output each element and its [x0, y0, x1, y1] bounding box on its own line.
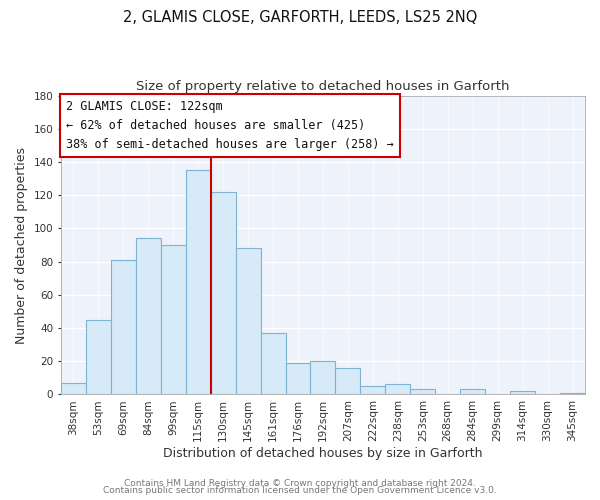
Bar	[86, 320, 111, 394]
Bar	[136, 238, 161, 394]
Bar	[111, 260, 136, 394]
Text: 2 GLAMIS CLOSE: 122sqm
← 62% of detached houses are smaller (425)
38% of semi-de: 2 GLAMIS CLOSE: 122sqm ← 62% of detached…	[66, 100, 394, 151]
Text: Contains HM Land Registry data © Crown copyright and database right 2024.: Contains HM Land Registry data © Crown c…	[124, 478, 476, 488]
Title: Size of property relative to detached houses in Garforth: Size of property relative to detached ho…	[136, 80, 510, 93]
Bar	[385, 384, 410, 394]
Bar	[186, 170, 211, 394]
X-axis label: Distribution of detached houses by size in Garforth: Distribution of detached houses by size …	[163, 447, 483, 460]
Text: 2, GLAMIS CLOSE, GARFORTH, LEEDS, LS25 2NQ: 2, GLAMIS CLOSE, GARFORTH, LEEDS, LS25 2…	[123, 10, 477, 25]
Bar	[361, 386, 385, 394]
Bar	[310, 361, 335, 394]
Bar	[211, 192, 236, 394]
Bar	[335, 368, 361, 394]
Bar	[236, 248, 260, 394]
Bar	[460, 390, 485, 394]
Y-axis label: Number of detached properties: Number of detached properties	[15, 146, 28, 344]
Bar	[286, 363, 310, 394]
Bar	[161, 245, 186, 394]
Bar	[61, 383, 86, 394]
Bar	[560, 393, 585, 394]
Text: Contains public sector information licensed under the Open Government Licence v3: Contains public sector information licen…	[103, 486, 497, 495]
Bar	[510, 391, 535, 394]
Bar	[410, 390, 435, 394]
Bar	[260, 333, 286, 394]
